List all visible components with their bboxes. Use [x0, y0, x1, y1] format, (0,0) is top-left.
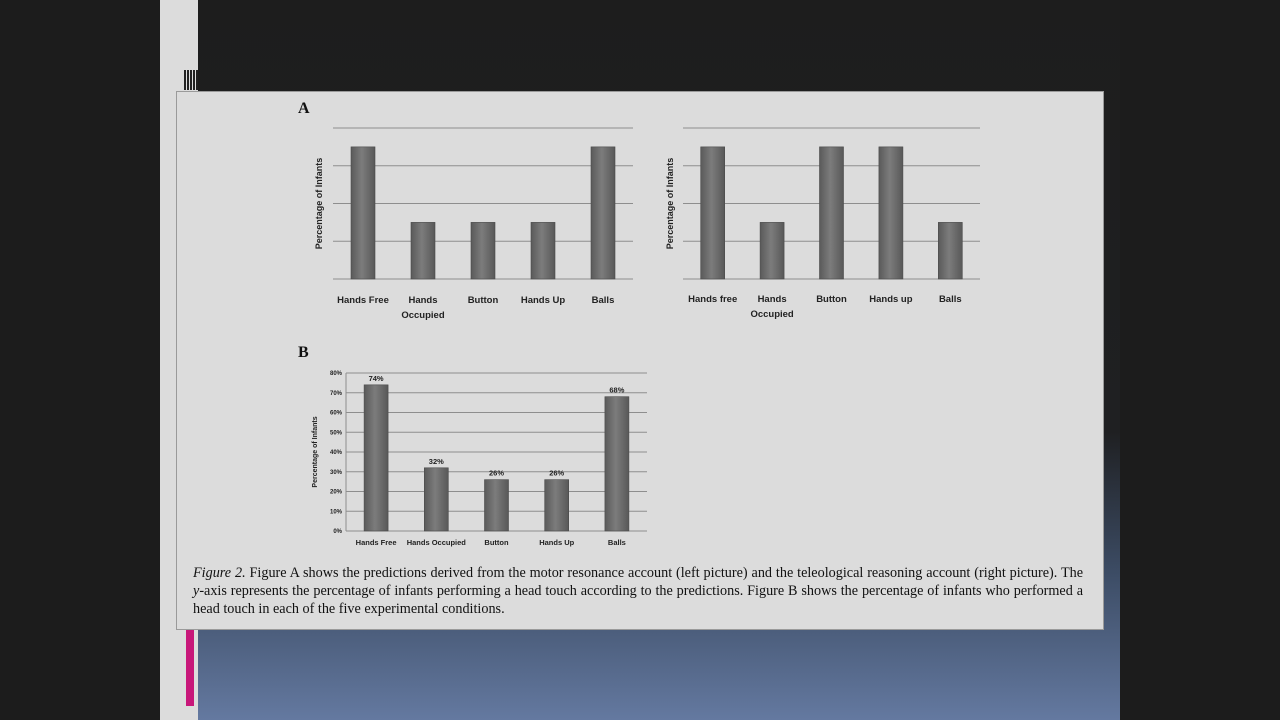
y-tick-label: 50% — [330, 430, 343, 436]
y-axis-label: Percentage of Infants — [312, 416, 319, 487]
x-tick-label: Hands up — [869, 294, 912, 305]
accent-bar — [186, 630, 194, 706]
bar — [363, 384, 389, 532]
y-tick-label: 40% — [330, 450, 343, 456]
x-tick-label: Hands Up — [521, 295, 566, 306]
chart-a-left: Hands Free Hands Occupied Button Hands Up Bal… — [314, 127, 633, 321]
bar — [759, 222, 785, 280]
y-tick-label: 0% — [333, 529, 342, 535]
x-tick-label-line: Hands — [408, 295, 437, 306]
chart-b: 0% 10% 20% 30% 40% 50% 60% 70% 80% 74% Hands Free 3… — [312, 371, 647, 547]
bar — [544, 479, 570, 532]
bar — [604, 396, 630, 532]
barcode-decoration — [184, 70, 198, 90]
caption-y-italic: y — [193, 583, 200, 599]
x-tick-label: Button — [484, 538, 509, 547]
x-tick-label-line: Hands — [758, 294, 787, 305]
bar — [878, 146, 904, 280]
y-axis-label: Percentage of Infants — [665, 158, 675, 250]
bar — [470, 222, 496, 280]
panel-a-label: A — [298, 100, 310, 117]
x-tick-label: Hands Free — [337, 295, 389, 306]
chart-a-right: Hands free Hands Occupied Button Hands up Bal… — [665, 127, 980, 320]
bar — [819, 146, 844, 280]
bar — [424, 467, 449, 532]
data-label: 74% — [369, 374, 384, 383]
x-tick-label: Hands Occupied — [407, 538, 467, 547]
data-label: 32% — [429, 457, 444, 466]
y-tick-label: 80% — [330, 371, 343, 377]
panel-b-label: B — [298, 344, 309, 361]
x-tick-label: Button — [468, 295, 499, 306]
data-label: 26% — [489, 469, 504, 478]
x-tick-label: Hands Up — [539, 538, 574, 547]
bar — [590, 146, 616, 280]
y-tick-label: 70% — [330, 391, 343, 397]
x-tick-label-line: Occupied — [750, 309, 793, 320]
bar — [530, 222, 556, 280]
bar — [700, 146, 726, 280]
figure-caption: Figure 2. Figure A shows the predictions… — [193, 564, 1083, 618]
x-tick-label-line: Occupied — [401, 310, 444, 321]
x-tick-label: Balls — [939, 294, 962, 305]
y-tick-label: 10% — [330, 509, 343, 515]
x-tick-label: Button — [816, 294, 847, 305]
y-tick-label: 20% — [330, 490, 343, 496]
y-tick-label: 30% — [330, 470, 343, 476]
bar — [937, 222, 963, 280]
x-tick-label: Balls — [592, 295, 615, 306]
x-tick-label: Balls — [608, 538, 626, 547]
figure-charts: A B Hands Free Hands Occupied Button Hands U… — [298, 100, 980, 547]
bar — [350, 146, 376, 280]
figure-panel: A B Hands Free Hands Occupied Button Hands U… — [176, 91, 1104, 630]
x-tick-label: Hands free — [688, 294, 737, 305]
data-label: 26% — [549, 469, 564, 478]
y-axis-label: Percentage of Infants — [314, 158, 324, 250]
x-tick-label: Hands Occupied — [750, 294, 793, 320]
caption-figure-label: Figure 2. — [193, 565, 246, 581]
caption-text-1: Figure A shows the predictions derived f… — [245, 565, 1084, 581]
x-tick-label: Hands Free — [356, 538, 397, 547]
x-tick-label: Hands Occupied — [401, 295, 444, 321]
bar — [484, 479, 509, 532]
y-tick-label: 60% — [330, 411, 343, 417]
caption-text-2: -axis represents the percentage of infan… — [193, 583, 1083, 617]
data-label: 68% — [609, 386, 624, 395]
bar — [410, 222, 436, 280]
